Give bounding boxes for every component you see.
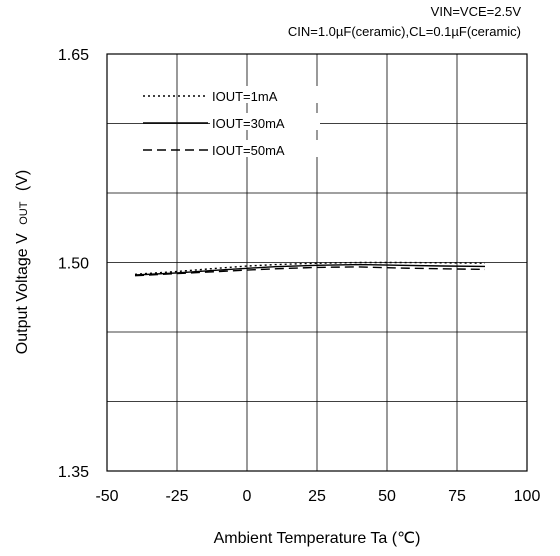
series-line-solid (134, 263, 486, 276)
series-line-dotted (134, 261, 486, 275)
y-tick-label: 1.35 (58, 464, 89, 481)
y-tick-label: 1.50 (58, 256, 89, 273)
x-axis-title: Ambient Temperature Ta (℃) (214, 530, 421, 547)
legend-label-background (210, 113, 320, 130)
y-axis-title-main: Output Voltage V (14, 233, 31, 354)
condition-capacitors: CIN=1.0µF(ceramic),CL=0.1µF(ceramic) (288, 24, 521, 39)
x-tick-label: 25 (308, 488, 326, 505)
y-tick-label: 1.65 (58, 47, 89, 64)
y-tick-labels: 1.35 1.50 1.65 (58, 47, 89, 481)
condition-vin: VIN=VCE=2.5V (431, 4, 522, 19)
legend-label-background (210, 86, 320, 103)
x-tick-label: 100 (514, 488, 541, 505)
legend: IOUT=1mA IOUT=30mA IOUT=50mA (143, 86, 320, 158)
y-axis-title: Output Voltage V OUT (V) (14, 170, 31, 354)
x-tick-label: 75 (448, 488, 466, 505)
legend-label: IOUT=1mA (212, 89, 278, 104)
legend-label-background (210, 140, 320, 157)
plot-frame (106, 53, 528, 472)
x-tick-label: -50 (95, 488, 118, 505)
legend-label: IOUT=50mA (212, 143, 285, 158)
y-axis-title-unit: (V) (14, 170, 31, 191)
x-tick-label: 0 (243, 488, 252, 505)
series-line-dashed (134, 266, 486, 277)
legend-label: IOUT=30mA (212, 116, 285, 131)
x-tick-labels: -50 -25 0 25 50 75 100 (95, 488, 540, 505)
y-axis-title-sub: OUT (18, 201, 30, 225)
data-series (134, 261, 486, 277)
x-tick-label: 50 (378, 488, 396, 505)
x-tick-label: -25 (165, 488, 188, 505)
